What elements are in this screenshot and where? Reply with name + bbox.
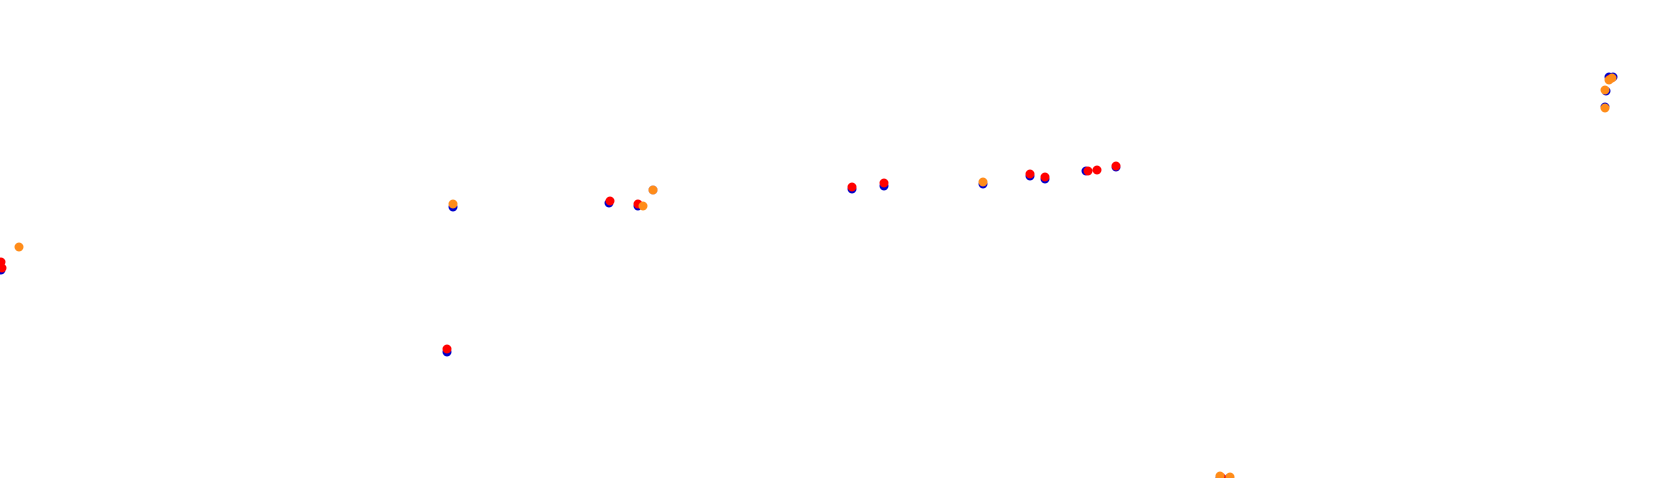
data-point bbox=[1025, 169, 1035, 179]
data-point bbox=[1092, 165, 1102, 175]
data-point bbox=[638, 201, 648, 211]
data-point bbox=[1083, 166, 1093, 176]
data-point bbox=[978, 177, 988, 187]
data-point bbox=[448, 199, 458, 209]
data-point bbox=[0, 257, 6, 267]
series-2 bbox=[14, 73, 1617, 478]
series-1 bbox=[0, 74, 1615, 478]
data-point bbox=[1040, 172, 1050, 182]
data-point bbox=[605, 196, 615, 206]
data-point bbox=[1607, 73, 1617, 83]
data-point bbox=[442, 344, 452, 354]
data-point bbox=[1225, 472, 1235, 478]
data-point bbox=[1111, 161, 1121, 171]
data-point bbox=[648, 185, 658, 195]
data-point bbox=[14, 242, 24, 252]
data-point bbox=[847, 182, 857, 192]
data-point bbox=[1600, 85, 1610, 95]
points-layer bbox=[0, 72, 1618, 478]
data-point bbox=[879, 178, 889, 188]
data-point bbox=[1600, 103, 1610, 113]
data-point bbox=[1215, 471, 1225, 478]
series-0 bbox=[0, 72, 1618, 478]
